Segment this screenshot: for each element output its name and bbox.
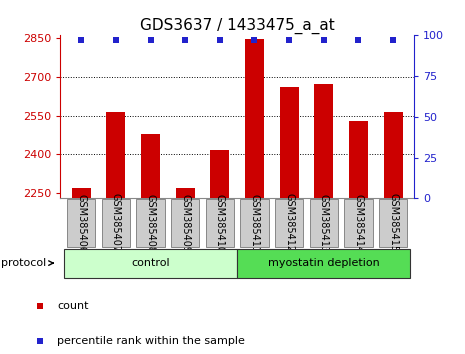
Bar — [349, 121, 368, 198]
Bar — [72, 188, 91, 198]
Text: GSM385412: GSM385412 — [284, 193, 294, 253]
Bar — [240, 199, 269, 247]
Text: GSM385413: GSM385413 — [319, 194, 329, 252]
Bar — [245, 39, 264, 198]
Bar — [344, 199, 372, 247]
Text: GSM385406: GSM385406 — [76, 194, 86, 252]
Bar — [141, 134, 160, 198]
Bar — [206, 199, 234, 247]
Text: count: count — [58, 301, 89, 310]
Bar — [379, 199, 407, 247]
Bar — [136, 199, 165, 247]
Text: GSM385408: GSM385408 — [146, 194, 155, 252]
Bar — [67, 199, 95, 247]
Text: GSM385414: GSM385414 — [353, 194, 364, 252]
Text: GSM385415: GSM385415 — [388, 193, 398, 253]
Text: protocol: protocol — [1, 258, 53, 268]
Bar — [384, 113, 403, 198]
Title: GDS3637 / 1433475_a_at: GDS3637 / 1433475_a_at — [140, 18, 334, 34]
Bar — [64, 249, 237, 278]
Text: GSM385410: GSM385410 — [215, 194, 225, 252]
Bar — [310, 199, 338, 247]
Text: GSM385409: GSM385409 — [180, 194, 190, 252]
Bar — [237, 249, 411, 278]
Bar — [171, 199, 199, 247]
Bar — [210, 150, 229, 198]
Bar — [275, 199, 303, 247]
Bar — [102, 199, 130, 247]
Text: GSM385411: GSM385411 — [250, 194, 259, 252]
Text: control: control — [131, 258, 170, 268]
Bar — [176, 188, 195, 198]
Text: GSM385407: GSM385407 — [111, 193, 121, 253]
Bar — [314, 84, 333, 198]
Text: myostatin depletion: myostatin depletion — [268, 258, 379, 268]
Bar — [106, 113, 126, 198]
Text: percentile rank within the sample: percentile rank within the sample — [58, 336, 246, 346]
Bar — [279, 87, 299, 198]
